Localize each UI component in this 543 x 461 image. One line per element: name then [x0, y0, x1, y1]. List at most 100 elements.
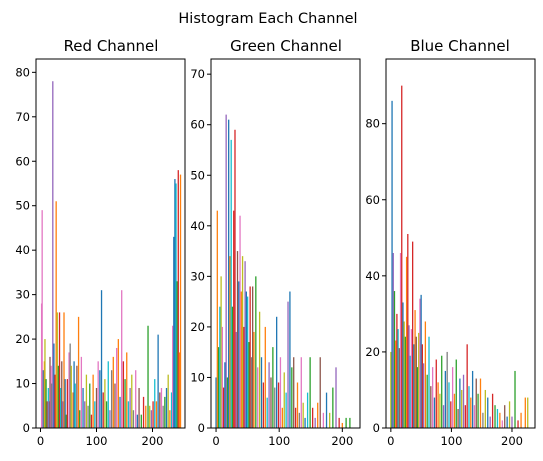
blue-channel-bar: [399, 253, 402, 428]
red-channel-bar: [167, 374, 169, 428]
red-channel-bar: [159, 392, 161, 428]
blue-channel-bar: [491, 393, 494, 428]
green-channel-bar: [277, 382, 280, 428]
green-channel-bar: [285, 392, 287, 428]
green-channel-bar: [224, 362, 226, 428]
red-channel-panel: Red Channel 0 100 200 0 10 20 30 40 50 60 70 80: [15, 37, 186, 448]
green-channel-bar: [341, 422, 343, 428]
blue-channel-bar: [446, 351, 448, 428]
blue-channel-bar: [391, 100, 393, 428]
blue-channel-bar: [477, 393, 479, 428]
blue-channel-bar: [464, 405, 466, 428]
blue-channel-bar: [451, 367, 454, 428]
red-channel-bar: [69, 343, 71, 428]
red-channel-bar: [46, 401, 48, 428]
blue-channel-bar: [396, 313, 398, 428]
blue-channel-bar: [453, 393, 456, 428]
blue-channel-bar: [527, 397, 529, 428]
red-channel-bar: [65, 414, 67, 428]
blue-channel-bar: [471, 370, 474, 428]
blue-channel-bar: [459, 378, 461, 428]
blue-channel-y-tick-label: 20: [365, 345, 380, 359]
green-channel-bar: [335, 367, 337, 428]
red-channel-bar: [49, 356, 51, 428]
blue-channel-bar: [468, 386, 470, 428]
red-channel-bar: [173, 236, 175, 428]
green-channel-y-tick-label: 20: [190, 320, 205, 334]
blue-channel-bar: [479, 378, 482, 428]
green-channel-bar: [298, 412, 301, 428]
green-channel-bar: [332, 387, 334, 428]
green-channel-axes-frame: [210, 58, 361, 429]
red-channel-bar: [110, 370, 113, 428]
green-channel-bar: [293, 357, 295, 428]
red-channel-bar: [61, 361, 63, 428]
red-channel-bar: [149, 405, 151, 428]
green-channel-bar: [230, 139, 232, 428]
green-channel-bar: [225, 114, 227, 429]
green-channel-panel: Green Channel 0 100 200 0 10 20 30 40 50 60 70: [190, 37, 361, 448]
red-channel-bar: [169, 410, 171, 428]
green-channel-ticks: 0 100 200 0 10 20 30 40 50 60 70: [190, 67, 353, 448]
red-channel-bar: [54, 374, 56, 428]
blue-channel-bar: [462, 374, 465, 428]
red-channel-bar: [147, 325, 149, 428]
green-channel-y-tick-label: 0: [198, 421, 205, 435]
blue-channel-bar: [520, 412, 522, 428]
green-channel-bar: [338, 417, 340, 428]
blue-channel-bar: [457, 408, 459, 428]
blue-channel-bar: [401, 85, 403, 428]
blue-channel-bar: [403, 321, 405, 428]
green-channel-x-tick-label: 100: [268, 434, 290, 448]
green-channel-bar: [260, 357, 263, 428]
blue-channel-bar: [524, 397, 526, 428]
blue-channel-bar: [393, 291, 396, 428]
blue-channel-bar: [424, 321, 427, 428]
green-channel-bar: [309, 357, 311, 428]
green-channel-bar: [244, 261, 246, 428]
blue-channel-bar: [415, 336, 417, 428]
blue-channel-bar: [496, 408, 499, 428]
red-channel-y-tick-label: 20: [15, 332, 30, 346]
red-channel-bar: [76, 365, 78, 428]
red-channel-bar: [136, 414, 139, 428]
red-channel-bar: [92, 374, 94, 428]
blue-channel-x-tick-label: 100: [440, 434, 462, 448]
green-channel-bar: [294, 407, 297, 428]
red-channel-bar: [155, 401, 158, 428]
blue-channel-bar: [435, 359, 437, 428]
red-channel-bar: [164, 396, 166, 428]
blue-channel-bar: [511, 416, 513, 428]
green-channel-bar: [319, 357, 321, 428]
red-channel-bar: [79, 410, 81, 428]
blue-channel-bar: [416, 367, 419, 428]
red-channel-bar: [72, 392, 74, 428]
red-channel-bar: [176, 281, 178, 428]
green-channel-bar: [240, 291, 242, 428]
red-channel-bar: [145, 405, 147, 428]
blue-channel-bar: [487, 397, 489, 428]
red-channel-bar: [68, 352, 70, 428]
green-channel-bar: [302, 402, 304, 428]
green-channel-x-tick-label: 0: [212, 434, 219, 448]
green-channel-bar: [257, 367, 259, 428]
red-channel-bar: [57, 365, 60, 428]
blue-channel-bar: [439, 393, 441, 428]
red-channel-bar: [62, 401, 64, 428]
red-channel-bar: [114, 383, 116, 428]
green-channel-bar: [252, 286, 254, 428]
blue-channel-bar: [473, 405, 476, 428]
red-channel-bar: [52, 81, 54, 428]
red-channel-bar: [122, 361, 125, 428]
green-channel-bar: [314, 417, 316, 428]
red-channel-bar: [127, 401, 130, 428]
green-channel-bar: [306, 392, 309, 428]
red-channel-bar: [177, 170, 179, 428]
green-channel-bar: [231, 306, 234, 428]
green-channel-bar: [264, 326, 266, 428]
green-channel-bar: [296, 382, 299, 428]
blue-channel-bars: [390, 85, 529, 428]
red-channel-bar: [89, 383, 91, 428]
red-channel-bar: [126, 352, 128, 428]
red-channel-bar: [63, 312, 65, 428]
